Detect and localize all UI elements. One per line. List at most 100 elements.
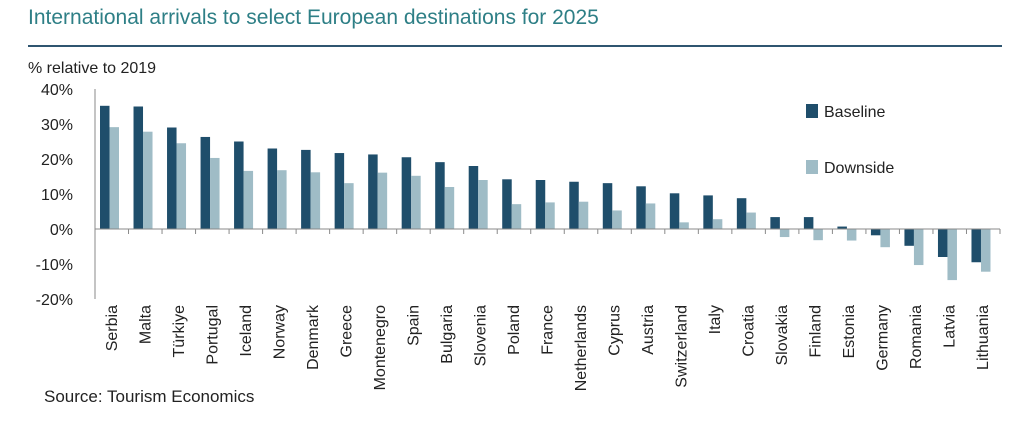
legend-label-baseline: Baseline bbox=[824, 104, 885, 121]
x-tick-label: Bulgaria bbox=[439, 305, 456, 364]
x-tick-label: Montenegro bbox=[372, 305, 389, 390]
baseline-bar bbox=[703, 195, 713, 229]
baseline-bar bbox=[770, 217, 780, 229]
baseline-bar bbox=[468, 166, 479, 229]
x-tick-label: Cyprus bbox=[607, 305, 624, 356]
baseline-bar bbox=[803, 217, 814, 229]
baseline-bar bbox=[133, 106, 144, 229]
baseline-bar bbox=[502, 179, 512, 229]
x-tick-label: Malta bbox=[137, 305, 154, 344]
y-tick-label: 30% bbox=[41, 117, 73, 134]
x-tick-label: Greece bbox=[338, 305, 355, 358]
downside-bar bbox=[578, 201, 589, 229]
x-tick-label: Denmark bbox=[305, 304, 322, 370]
x-tick-label: Lithuania bbox=[975, 305, 992, 370]
legend-swatch-downside bbox=[806, 160, 818, 174]
chart-title: International arrivals to select Europea… bbox=[28, 6, 599, 29]
source-note: Source: Tourism Economics bbox=[44, 387, 255, 406]
downside-bar bbox=[243, 170, 254, 229]
baseline-bar bbox=[569, 181, 579, 229]
y-tick-label: 20% bbox=[41, 152, 73, 169]
baseline-bar bbox=[200, 136, 211, 229]
title-divider bbox=[28, 45, 1002, 47]
downside-bar bbox=[846, 229, 857, 241]
downside-bar bbox=[411, 175, 421, 229]
x-tick-label: Croatia bbox=[741, 305, 758, 357]
downside-bar bbox=[779, 229, 790, 238]
downside-bar bbox=[712, 219, 723, 229]
baseline-bar bbox=[167, 127, 177, 229]
x-axis bbox=[94, 89, 1001, 299]
y-axis-label: % relative to 2019 bbox=[28, 60, 157, 77]
x-tick-label: Portugal bbox=[204, 305, 221, 365]
x-tick-label: Norway bbox=[271, 305, 288, 359]
baseline-bar bbox=[535, 180, 546, 229]
downside-bar bbox=[109, 127, 119, 229]
baseline-bar bbox=[301, 149, 311, 229]
x-tick-label: Estonia bbox=[841, 305, 858, 358]
downside-bar bbox=[277, 170, 287, 229]
downside-bar bbox=[612, 210, 622, 229]
baseline-bar bbox=[971, 229, 981, 263]
downside-bar bbox=[344, 183, 354, 229]
downside-bar bbox=[176, 143, 187, 229]
legend: Baseline Downside bbox=[806, 104, 894, 177]
y-tick-label: -10% bbox=[36, 257, 73, 274]
downside-bar bbox=[679, 222, 689, 229]
downside-bar bbox=[913, 229, 924, 266]
y-tick-label: -20% bbox=[36, 292, 73, 309]
baseline-bar bbox=[904, 229, 914, 246]
baseline-bar bbox=[636, 186, 646, 229]
legend-swatch-baseline bbox=[806, 104, 818, 118]
baseline-bar bbox=[870, 229, 881, 236]
baseline-bar bbox=[435, 162, 445, 229]
baseline-bar bbox=[401, 157, 412, 229]
x-tick-label: Serbia bbox=[104, 305, 121, 351]
x-tick-label: Slovenia bbox=[472, 305, 489, 366]
downside-bar bbox=[210, 157, 220, 229]
baseline-bar bbox=[100, 105, 110, 229]
y-tick-label: 40% bbox=[41, 82, 73, 99]
x-tick-label: France bbox=[540, 305, 557, 355]
x-tick-label: Spain bbox=[405, 305, 422, 346]
downside-bar bbox=[645, 203, 656, 229]
y-tick-label: 0% bbox=[50, 222, 73, 239]
x-tick-label: Austria bbox=[640, 305, 657, 355]
x-tick-label: Romania bbox=[908, 305, 925, 369]
x-tick-label: Finland bbox=[808, 305, 825, 357]
downside-bar bbox=[511, 204, 522, 229]
x-tick-label: Iceland bbox=[238, 305, 255, 357]
baseline-bar bbox=[937, 229, 948, 257]
downside-bar bbox=[880, 229, 890, 248]
downside-bar bbox=[444, 187, 455, 229]
x-tick-label: Italy bbox=[707, 305, 724, 334]
x-tick-label: Latvia bbox=[942, 305, 959, 348]
downside-bar bbox=[478, 180, 488, 229]
baseline-bar bbox=[669, 193, 680, 229]
downside-bar bbox=[746, 212, 756, 229]
x-axis-labels: Serbia Malta Türkiye Portugal Iceland Norway D… bbox=[104, 304, 992, 391]
legend-label-downside: Downside bbox=[824, 160, 894, 177]
baseline-bar bbox=[602, 183, 613, 229]
x-tick-label: Germany bbox=[875, 305, 892, 371]
downside-bar bbox=[947, 229, 957, 281]
y-tick-label: 10% bbox=[41, 187, 73, 204]
baseline-bar bbox=[837, 226, 847, 229]
baseline-bar bbox=[334, 153, 345, 229]
x-tick-label: Netherlands bbox=[573, 305, 590, 391]
downside-bar bbox=[310, 172, 321, 229]
baseline-bar bbox=[267, 148, 278, 229]
baseline-bar bbox=[234, 141, 244, 229]
downside-bar bbox=[143, 131, 153, 229]
x-tick-label: Poland bbox=[506, 305, 523, 355]
baseline-bar bbox=[368, 154, 378, 229]
baseline-bar bbox=[736, 198, 747, 229]
x-tick-label: Türkiye bbox=[171, 305, 188, 358]
downside-bar bbox=[377, 172, 388, 229]
downside-bar bbox=[980, 229, 991, 272]
downside-bar bbox=[545, 202, 555, 229]
downside-bar bbox=[813, 229, 823, 241]
bars bbox=[100, 105, 991, 281]
y-axis: 40% 30% 20% 10% 0% -10% -20% bbox=[36, 82, 73, 309]
